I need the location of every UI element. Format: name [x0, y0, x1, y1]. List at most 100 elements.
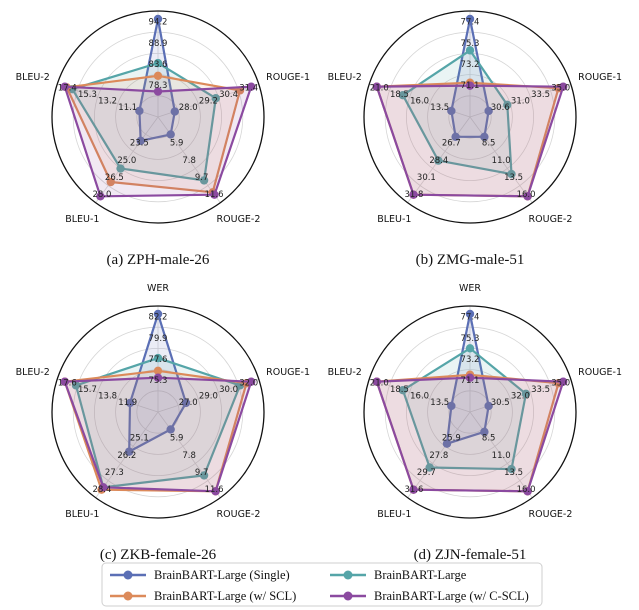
- tick-label: 73.2: [461, 355, 480, 365]
- data-point: [96, 192, 105, 201]
- legend-label: BrainBART-Large (w/ C-SCL): [374, 589, 529, 603]
- tick-label: 75.3: [149, 376, 168, 386]
- legend-label: BrainBART-Large: [374, 568, 467, 582]
- data-point: [447, 401, 456, 411]
- tick-label: 28.0: [92, 190, 111, 200]
- data-point: [99, 483, 108, 492]
- tick-label: 25.1: [130, 434, 149, 444]
- tick-label: 71.1: [461, 81, 480, 91]
- panel-caption: (a) ZPH-male-26: [107, 252, 210, 268]
- data-point: [153, 353, 163, 363]
- grid-spoke: [95, 116, 159, 203]
- panel-caption: (b) ZMG-male-51: [416, 252, 525, 268]
- tick-label: 5.9: [170, 139, 184, 149]
- data-point: [465, 373, 475, 382]
- data-point: [465, 46, 475, 55]
- tick-label: 33.5: [531, 385, 550, 395]
- series-polygon-4: [63, 376, 253, 493]
- tick-label: 13.5: [430, 398, 449, 408]
- axis-label-bleu-1: BLEU-1: [377, 509, 411, 520]
- outer-ring: [51, 305, 265, 519]
- data-point: [153, 71, 163, 81]
- radar-chart-3: 75.3 77.6 79.9 82.2 27.029.030.032.0 5.9 7.8 9.…: [16, 283, 310, 563]
- radar-chart-1: 78.383.688.994.228.029.230.431.45.97.89.…: [16, 10, 310, 268]
- tick-label: 28.0: [179, 103, 198, 113]
- data-point: [480, 132, 489, 142]
- tick-label: 26.7: [442, 139, 461, 149]
- data-point: [523, 192, 532, 201]
- tick-label: 16.0: [517, 485, 536, 495]
- data-point: [153, 14, 163, 24]
- series-polygon-1: [450, 17, 490, 138]
- data-point: [153, 58, 163, 68]
- legend-label: BrainBART-Large (w/ SCL): [154, 589, 296, 603]
- series-polygon-4: [63, 85, 253, 198]
- tick-label: 77.6: [149, 355, 168, 365]
- data-point: [136, 136, 145, 145]
- tick-label: 71.1: [461, 376, 480, 386]
- data-point: [451, 132, 460, 142]
- tick-label: 21.0: [370, 84, 389, 94]
- tick-label: 9.7: [195, 173, 209, 183]
- data-point: [409, 190, 418, 199]
- tick-label: 26.2: [117, 451, 136, 461]
- tick-label: 35.0: [551, 379, 570, 389]
- tick-label: 94.2: [149, 18, 168, 28]
- data-point: [153, 309, 163, 319]
- legend-label: BrainBART-Large (Single): [154, 568, 290, 582]
- panel-caption: (d) ZJN-female-51: [414, 547, 527, 563]
- tick-label: 75.3: [461, 334, 480, 344]
- data-point: [181, 398, 191, 408]
- data-point: [153, 366, 163, 376]
- legend-item: BrainBART-Large (Single): [110, 568, 290, 582]
- axis-label-rouge-1: ROUGE-1: [578, 367, 622, 378]
- tick-label: 30.5: [491, 398, 510, 408]
- axis-label-bleu-1: BLEU-1: [377, 214, 411, 225]
- axis-label-wer: WER: [459, 283, 481, 294]
- data-point: [247, 377, 256, 386]
- tick-label: 28.4: [92, 485, 111, 495]
- tick-label: 32.0: [239, 379, 258, 389]
- axis-label-bleu-1: BLEU-1: [65, 509, 99, 520]
- legend: BrainBART-Large (Single) BrainBART-Large B…: [101, 562, 543, 607]
- tick-label: 16.0: [410, 97, 429, 107]
- tick-label: 33.5: [531, 90, 550, 100]
- data-point: [521, 389, 531, 399]
- tick-label: 82.2: [149, 313, 168, 323]
- data-point: [398, 90, 408, 100]
- data-point: [465, 309, 475, 319]
- tick-label: 29.0: [199, 392, 218, 402]
- tick-label: 15.7: [78, 385, 97, 395]
- outer-ring: [363, 10, 577, 224]
- radar-chart-4: 71.1 73.2 75.3 77.4 30.532.033.535.0 8.5 11.0 1…: [328, 283, 622, 563]
- panel-caption: (c) ZKB-female-26: [100, 547, 217, 563]
- tick-label: 8.5: [482, 434, 496, 444]
- data-point: [211, 487, 220, 496]
- legend-swatch-marker: [123, 591, 133, 601]
- data-point: [124, 447, 134, 456]
- data-point: [465, 344, 475, 353]
- tick-label: 31.8: [404, 190, 423, 200]
- axis-label-bleu-2: BLEU-2: [328, 367, 362, 378]
- axis-label-bleu-1: BLEU-1: [65, 214, 99, 225]
- data-point: [125, 398, 135, 408]
- tick-label: 28.4: [429, 156, 448, 166]
- tick-label: 13.5: [504, 173, 523, 183]
- series-polygon-4: [375, 84, 565, 198]
- tick-label: 77.4: [461, 313, 480, 323]
- tick-label: 32.0: [511, 392, 530, 402]
- tick-label: 13.5: [504, 468, 523, 478]
- tick-label: 13.8: [98, 392, 117, 402]
- legend-swatch-marker: [343, 570, 353, 580]
- tick-label: 30.6: [491, 103, 510, 113]
- data-point: [372, 82, 381, 91]
- tick-label: 11.0: [492, 156, 511, 166]
- data-point: [447, 106, 456, 116]
- tick-label: 23.5: [130, 139, 149, 149]
- tick-label: 15.3: [78, 90, 97, 100]
- tick-label: 83.6: [149, 60, 168, 70]
- tick-label: 11.9: [118, 398, 137, 408]
- data-point: [116, 164, 125, 173]
- grid-spoke: [407, 411, 471, 498]
